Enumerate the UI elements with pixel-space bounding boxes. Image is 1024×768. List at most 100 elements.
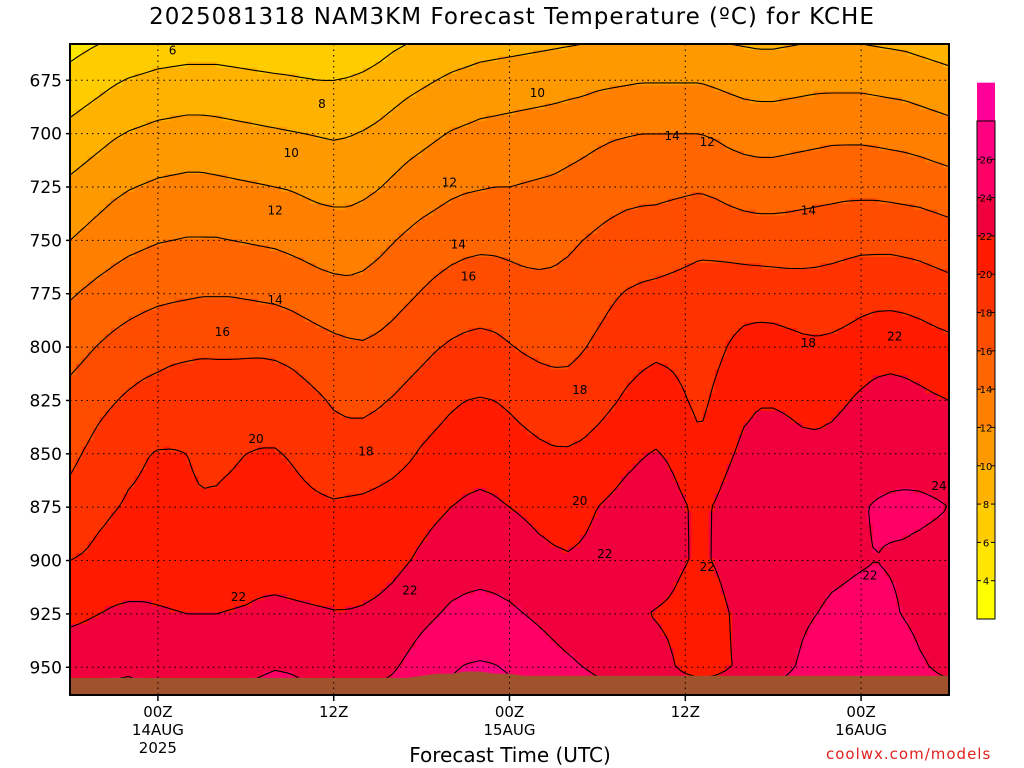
temperature-cell (427, 73, 434, 81)
temperature-cell (925, 91, 933, 98)
temperature-cell (937, 174, 944, 181)
temperature-cell (878, 109, 886, 116)
temperature-cell (726, 67, 733, 75)
temperature-cell (152, 227, 159, 234)
temperature-cell (497, 97, 505, 104)
temperature-cell (310, 150, 317, 158)
temperature-cell (298, 120, 305, 128)
temperature-cell (732, 168, 739, 175)
temperature-cell (697, 180, 704, 187)
temperature-cell (937, 233, 944, 240)
temperature-cell (210, 79, 218, 87)
temperature-cell (275, 44, 282, 51)
temperature-cell (462, 55, 470, 63)
temperature-cell (450, 61, 458, 69)
temperature-cell (351, 79, 358, 87)
temperature-cell (743, 233, 751, 240)
temperature-cell (70, 97, 77, 104)
temperature-cell (316, 233, 323, 240)
temperature-cell (163, 168, 171, 175)
temperature-cell (491, 67, 499, 75)
temperature-cell (450, 197, 458, 205)
temperature-cell (614, 126, 622, 134)
temperature-cell (521, 215, 528, 223)
temperature-cell (773, 67, 780, 75)
temperature-cell (386, 221, 393, 229)
temperature-cell (427, 109, 434, 116)
temperature-cell (685, 73, 692, 81)
temperature-cell (421, 120, 429, 128)
temperature-cell (825, 85, 833, 92)
temperature-cell (749, 109, 757, 116)
temperature-cell (321, 168, 329, 175)
temperature-cell (187, 191, 194, 199)
temperature-cell (210, 126, 218, 134)
temperature-cell (304, 186, 311, 193)
temperature-cell (87, 132, 95, 140)
temperature-cell (573, 215, 581, 223)
temperature-cell (427, 191, 434, 199)
temperature-cell (661, 233, 669, 240)
temperature-cell (685, 186, 692, 193)
temperature-cell (638, 44, 645, 51)
temperature-cell (872, 197, 880, 205)
temperature-cell (749, 180, 757, 187)
temperature-cell (93, 215, 100, 223)
temperature-cell (902, 227, 909, 234)
temperature-cell (767, 174, 774, 181)
temperature-cell (902, 174, 909, 181)
temperature-cell (579, 174, 587, 181)
temperature-cell (497, 162, 505, 169)
temperature-cell (111, 227, 118, 234)
temperature-cell (116, 150, 124, 158)
temperature-cell (661, 209, 669, 217)
temperature-cell (111, 49, 118, 57)
temperature-cell (228, 103, 235, 110)
temperature-cell (415, 91, 423, 98)
temperature-cell (743, 115, 751, 122)
temperature-cell (767, 144, 774, 152)
temperature-cell (532, 215, 540, 223)
temperature-cell (486, 186, 493, 193)
temperature-cell (697, 120, 704, 128)
temperature-cell (409, 126, 417, 134)
temperature-cell (292, 209, 300, 217)
temperature-cell (392, 120, 399, 128)
temperature-cell (884, 55, 891, 63)
temperature-cell (439, 79, 446, 87)
temperature-cell (310, 180, 317, 187)
temperature-cell (146, 209, 153, 217)
temperature-cell (802, 203, 809, 211)
temperature-cell (286, 126, 294, 134)
temperature-cell (925, 197, 933, 205)
temperature-cell (152, 61, 159, 69)
temperature-cell (784, 209, 792, 217)
temperature-cell (204, 227, 212, 234)
temperature-cell (579, 97, 587, 104)
temperature-cell (767, 109, 774, 116)
temperature-cell (896, 49, 903, 57)
temperature-cell (568, 103, 575, 110)
temperature-cell (907, 67, 915, 75)
temperature-cell (380, 186, 388, 193)
temperature-cell (239, 197, 247, 205)
temperature-cell (99, 233, 106, 240)
temperature-cell (749, 67, 757, 75)
temperature-cell (579, 150, 587, 158)
temperature-cell (468, 44, 475, 51)
temperature-cell (421, 156, 429, 163)
temperature-cell (702, 203, 710, 211)
temperature-cell (450, 168, 458, 175)
temperature-cell (93, 197, 100, 205)
temperature-cell (708, 79, 716, 87)
temperature-cell (937, 221, 944, 229)
temperature-cell (239, 85, 247, 92)
temperature-cell (644, 144, 651, 152)
temperature-cell (210, 97, 218, 104)
temperature-cell (263, 174, 270, 181)
temperature-cell (368, 91, 376, 98)
temperature-cell (609, 120, 616, 128)
temperature-cell (439, 197, 446, 205)
temperature-cell (591, 197, 598, 205)
temperature-cell (99, 97, 106, 104)
